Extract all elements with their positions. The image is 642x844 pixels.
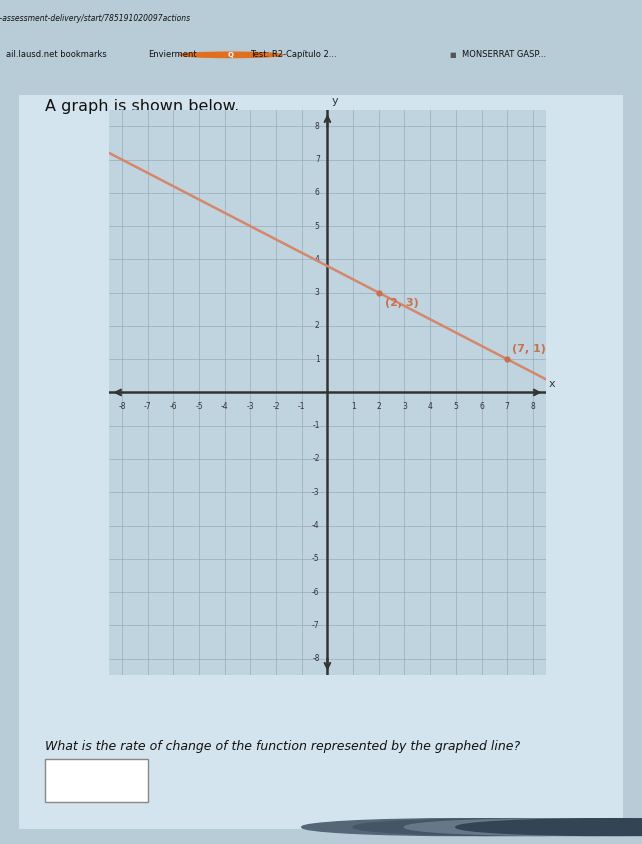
Circle shape <box>456 819 642 836</box>
Text: -3: -3 <box>312 488 320 497</box>
Text: -3: -3 <box>247 403 254 411</box>
Text: -5: -5 <box>312 555 320 563</box>
Text: -7: -7 <box>144 403 152 411</box>
Circle shape <box>404 819 642 836</box>
Circle shape <box>302 819 623 836</box>
Text: 8: 8 <box>315 122 320 131</box>
Text: 8: 8 <box>530 403 535 411</box>
Text: ail.lausd.net bookmarks: ail.lausd.net bookmarks <box>6 51 107 59</box>
Text: Q: Q <box>228 51 234 58</box>
Text: -5: -5 <box>195 403 203 411</box>
Circle shape <box>353 819 642 836</box>
Text: 7: 7 <box>505 403 510 411</box>
Text: 4: 4 <box>428 403 433 411</box>
Text: 5: 5 <box>453 403 458 411</box>
Text: MONSERRAT GASP...: MONSERRAT GASP... <box>462 51 546 59</box>
Text: 4: 4 <box>315 255 320 264</box>
Text: -7: -7 <box>312 621 320 630</box>
Text: kna.lausd.net/common-assessment-delivery/start/785191020097actions: kna.lausd.net/common-assessment-delivery… <box>0 14 191 24</box>
Bar <box>45 759 148 802</box>
Text: 6: 6 <box>479 403 484 411</box>
Text: Test: R2-Capítulo 2...: Test: R2-Capítulo 2... <box>250 51 337 59</box>
Text: y: y <box>331 96 338 106</box>
Text: (7, 1): (7, 1) <box>512 344 546 354</box>
Text: 3: 3 <box>315 288 320 297</box>
Text: -4: -4 <box>312 521 320 530</box>
Text: -2: -2 <box>312 454 320 463</box>
Text: Envierment: Envierment <box>148 51 196 59</box>
Circle shape <box>180 52 282 57</box>
Text: -4: -4 <box>221 403 229 411</box>
Text: What is the rate of change of the function represented by the graphed line?: What is the rate of change of the functi… <box>45 739 520 753</box>
Text: 3: 3 <box>402 403 407 411</box>
Text: A graph is shown below.: A graph is shown below. <box>45 99 239 114</box>
Text: 5: 5 <box>315 222 320 230</box>
Text: (2, 3): (2, 3) <box>385 298 419 308</box>
Text: -8: -8 <box>118 403 126 411</box>
Text: 6: 6 <box>315 188 320 197</box>
Text: ■: ■ <box>449 51 456 58</box>
Text: 7: 7 <box>315 155 320 164</box>
Text: -6: -6 <box>312 587 320 597</box>
Text: -1: -1 <box>312 421 320 430</box>
Text: 1: 1 <box>351 403 356 411</box>
Text: 2: 2 <box>376 403 381 411</box>
Text: -1: -1 <box>298 403 306 411</box>
Text: -8: -8 <box>312 654 320 663</box>
Text: 1: 1 <box>315 354 320 364</box>
Text: x: x <box>548 379 555 389</box>
Text: -6: -6 <box>169 403 177 411</box>
Text: -2: -2 <box>272 403 280 411</box>
Text: 2: 2 <box>315 322 320 331</box>
